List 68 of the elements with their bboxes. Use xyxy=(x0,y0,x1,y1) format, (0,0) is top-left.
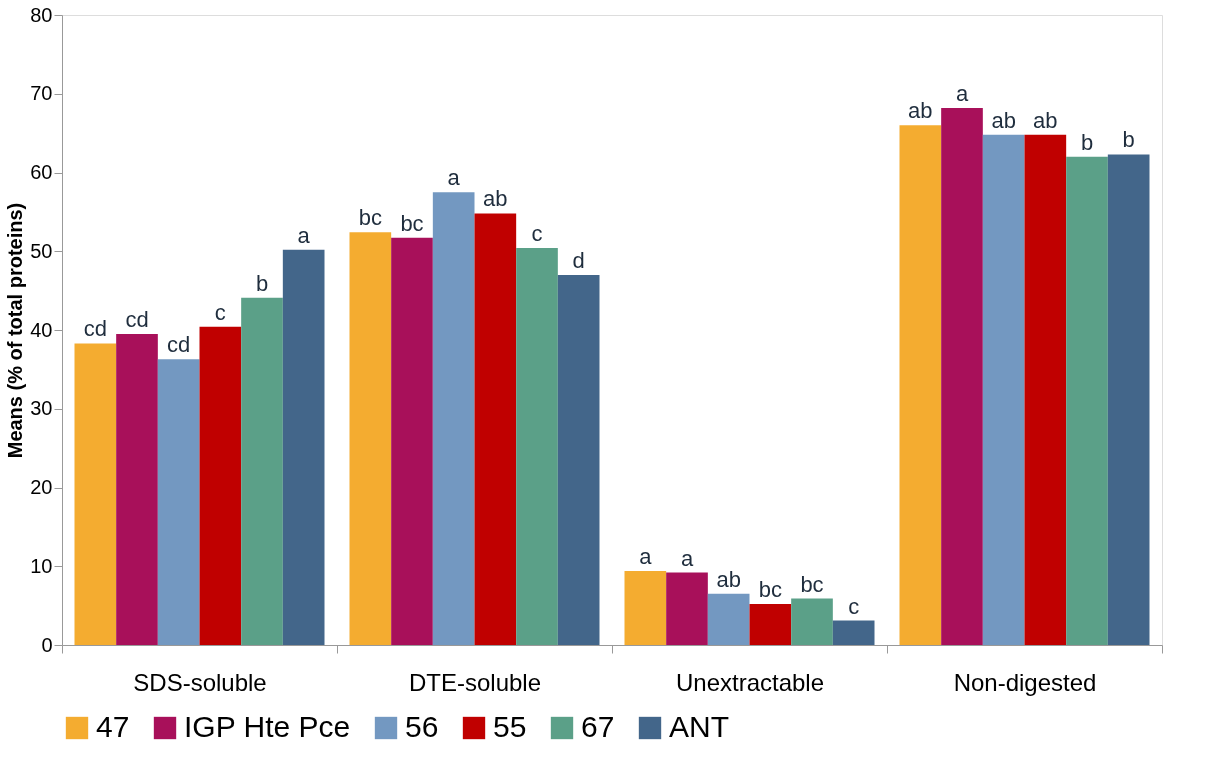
y-tick-label: 30 xyxy=(30,397,53,420)
data-label: cd xyxy=(83,316,107,342)
bar xyxy=(116,333,158,645)
x-tick-label: Non-digested xyxy=(953,668,1097,696)
data-label: bc xyxy=(800,571,824,597)
bar xyxy=(899,125,942,645)
data-label: d xyxy=(572,247,585,273)
data-label: cd xyxy=(125,306,149,332)
data-label: a xyxy=(680,545,694,571)
x-tick-label: DTE-soluble xyxy=(408,668,542,696)
data-label: a xyxy=(447,165,461,191)
bar xyxy=(74,343,117,645)
data-label: c xyxy=(848,593,860,619)
bar xyxy=(1066,156,1108,645)
bar xyxy=(157,359,200,645)
data-label: a xyxy=(297,222,311,248)
bar xyxy=(707,593,750,645)
bar xyxy=(666,572,708,645)
y-tick-label: 80 xyxy=(30,3,53,26)
legend-label: 55 xyxy=(493,710,527,743)
legend-label: 47 xyxy=(96,710,130,743)
x-tick-label: Unextractable xyxy=(675,668,825,696)
data-label: bc xyxy=(358,205,382,231)
x-tick-label: SDS-soluble xyxy=(133,668,267,696)
data-label: b xyxy=(255,270,269,296)
data-label: ab xyxy=(908,98,933,124)
bar xyxy=(474,213,517,645)
bar xyxy=(982,134,1025,645)
bar xyxy=(199,326,242,645)
bar xyxy=(241,297,283,645)
legend-label: 56 xyxy=(405,710,439,743)
bar xyxy=(1024,134,1067,645)
legend-label: 67 xyxy=(581,710,615,743)
bar xyxy=(791,598,833,645)
data-label: b xyxy=(1080,129,1094,155)
y-tick-label: 10 xyxy=(30,554,53,577)
y-tick-label: 20 xyxy=(30,476,53,498)
data-label: c xyxy=(531,221,543,247)
bar xyxy=(282,249,325,645)
y-tick-label: 70 xyxy=(30,82,53,105)
y-axis-title: Means (% of total proteins) xyxy=(4,202,27,459)
bar xyxy=(432,192,475,645)
y-tick-label: 40 xyxy=(30,318,53,341)
bar xyxy=(749,604,792,645)
y-tick-label: 60 xyxy=(30,161,53,183)
data-label: a xyxy=(639,543,653,569)
bar xyxy=(349,232,392,645)
bar xyxy=(941,107,983,645)
data-label: b xyxy=(1122,127,1135,153)
y-tick-label: 0 xyxy=(41,633,53,656)
data-label: c xyxy=(214,299,226,325)
data-label: ab xyxy=(716,566,741,592)
data-label: ab xyxy=(991,107,1016,133)
bar xyxy=(832,620,875,645)
bar xyxy=(516,248,558,645)
y-tick-label: 50 xyxy=(30,239,53,262)
data-label: bc xyxy=(400,210,424,236)
data-label: ab xyxy=(483,186,508,212)
bar xyxy=(391,237,433,645)
bar xyxy=(557,274,600,645)
data-label: ab xyxy=(1033,107,1058,133)
legend-label: ANT xyxy=(669,710,729,743)
data-label: a xyxy=(955,80,969,106)
legend-label: IGP Hte Pce xyxy=(184,710,351,743)
data-label: cd xyxy=(167,332,191,358)
data-label: bc xyxy=(758,577,782,603)
bar xyxy=(1107,154,1150,645)
bar xyxy=(624,570,667,645)
